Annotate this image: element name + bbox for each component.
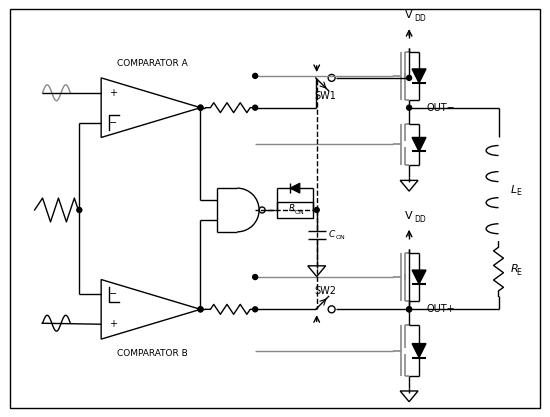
Text: R: R xyxy=(510,264,518,274)
Text: COMPARATOR A: COMPARATOR A xyxy=(118,59,188,68)
Text: −: − xyxy=(109,289,117,299)
Text: SW2: SW2 xyxy=(315,286,337,296)
Circle shape xyxy=(252,307,257,312)
Text: L: L xyxy=(510,185,516,195)
Circle shape xyxy=(252,105,257,110)
Polygon shape xyxy=(290,183,300,193)
Text: DD: DD xyxy=(414,14,426,23)
Circle shape xyxy=(314,208,319,213)
Text: −: − xyxy=(109,118,117,128)
Polygon shape xyxy=(412,138,426,151)
Circle shape xyxy=(252,73,257,78)
Text: ON: ON xyxy=(295,211,305,216)
Circle shape xyxy=(406,307,411,312)
Circle shape xyxy=(77,208,82,213)
Circle shape xyxy=(198,307,203,312)
Circle shape xyxy=(252,274,257,279)
Circle shape xyxy=(198,105,203,110)
Bar xyxy=(277,202,313,218)
Text: V: V xyxy=(405,10,413,20)
Text: OUT−: OUT− xyxy=(427,103,456,113)
Text: E: E xyxy=(516,268,521,276)
Text: DD: DD xyxy=(414,215,426,224)
Text: C: C xyxy=(329,230,335,239)
Text: R: R xyxy=(289,203,295,213)
Text: V: V xyxy=(405,211,413,221)
Text: OUT+: OUT+ xyxy=(427,304,455,314)
Polygon shape xyxy=(412,270,426,284)
Circle shape xyxy=(198,307,203,312)
Text: COMPARATOR B: COMPARATOR B xyxy=(118,349,188,358)
Circle shape xyxy=(406,75,411,80)
Polygon shape xyxy=(412,69,426,83)
Text: SW1: SW1 xyxy=(315,91,337,101)
Circle shape xyxy=(406,105,411,110)
Circle shape xyxy=(406,307,411,312)
Text: +: + xyxy=(109,319,117,329)
Text: +: + xyxy=(109,88,117,98)
Circle shape xyxy=(198,105,203,110)
Polygon shape xyxy=(412,344,426,357)
Text: E: E xyxy=(516,188,521,197)
Text: ON: ON xyxy=(336,235,345,240)
